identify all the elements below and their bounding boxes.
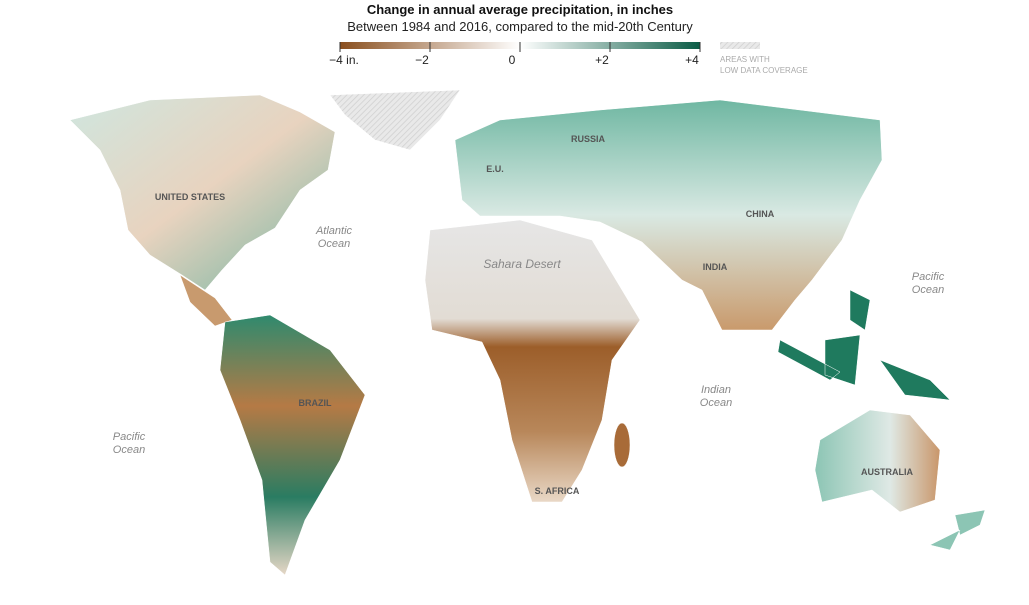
legend-tick-label: +2 — [595, 53, 609, 67]
legend-tick-label: −2 — [415, 53, 429, 67]
madagascar — [613, 422, 631, 468]
map-labels: UNITED STATES RUSSIA E.U. CHINA INDIA Sahara … — [113, 134, 945, 496]
region-label: INDIA — [703, 262, 728, 272]
south-america — [219, 314, 366, 576]
region-label: RUSSIA — [571, 134, 606, 144]
continents — [69, 89, 986, 576]
low-coverage-swatch — [720, 42, 760, 49]
region-label: AUSTRALIA — [861, 467, 913, 477]
desert-label: Sahara Desert — [483, 257, 561, 271]
legend-tick-label: 0 — [509, 53, 516, 67]
north-america — [69, 94, 336, 291]
region-label: S. AFRICA — [535, 486, 580, 496]
greenland — [329, 89, 461, 151]
ocean-label: Ocean — [318, 238, 350, 250]
ocean-label: Atlantic — [315, 225, 353, 237]
legend-tick-label: +4 — [685, 53, 699, 67]
new-zealand — [929, 509, 986, 551]
indonesia — [777, 289, 951, 401]
region-label: CHINA — [746, 209, 775, 219]
region-label: BRAZIL — [299, 398, 332, 408]
eurasia — [454, 99, 883, 331]
ocean-label: Pacific — [113, 431, 146, 443]
central-america — [179, 274, 233, 327]
subtitle: Between 1984 and 2016, compared to the m… — [347, 19, 693, 34]
low-coverage-label: AREAS WITH — [720, 55, 770, 64]
low-coverage-label: LOW DATA COVERAGE — [720, 66, 808, 75]
australia — [814, 409, 941, 513]
region-label: E.U. — [486, 164, 504, 174]
title: Change in annual average precipitation, … — [367, 2, 673, 17]
ocean-label: Indian — [701, 384, 731, 396]
ocean-label: Pacific — [912, 271, 945, 283]
africa — [424, 219, 641, 503]
ocean-label: Ocean — [113, 444, 145, 456]
ocean-label: Ocean — [912, 284, 944, 296]
legend-tick-label: −4 in. — [329, 53, 359, 67]
region-label: UNITED STATES — [155, 192, 225, 202]
ocean-label: Ocean — [700, 397, 732, 409]
